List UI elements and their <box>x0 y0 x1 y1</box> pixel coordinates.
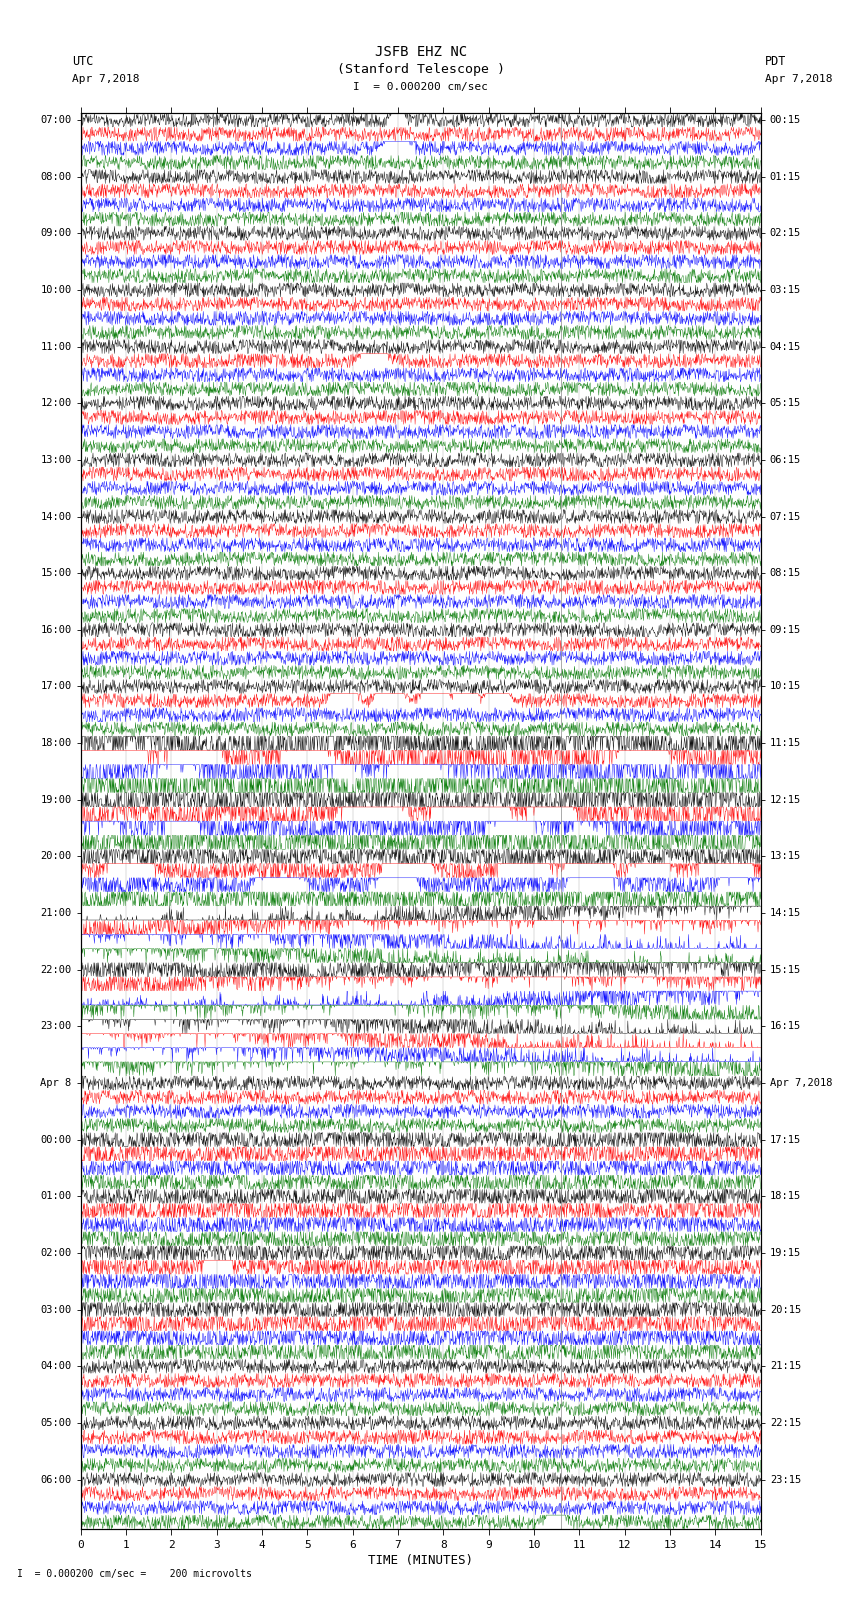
Text: I  = 0.000200 cm/sec: I = 0.000200 cm/sec <box>354 82 488 92</box>
Text: (Stanford Telescope ): (Stanford Telescope ) <box>337 63 505 76</box>
Text: Apr 7,2018: Apr 7,2018 <box>765 74 832 84</box>
Text: JSFB EHZ NC: JSFB EHZ NC <box>375 45 467 58</box>
Text: UTC: UTC <box>72 55 94 68</box>
X-axis label: TIME (MINUTES): TIME (MINUTES) <box>368 1553 473 1566</box>
Text: PDT: PDT <box>765 55 786 68</box>
Text: I  = 0.000200 cm/sec =    200 microvolts: I = 0.000200 cm/sec = 200 microvolts <box>17 1569 252 1579</box>
Text: Apr 7,2018: Apr 7,2018 <box>72 74 139 84</box>
